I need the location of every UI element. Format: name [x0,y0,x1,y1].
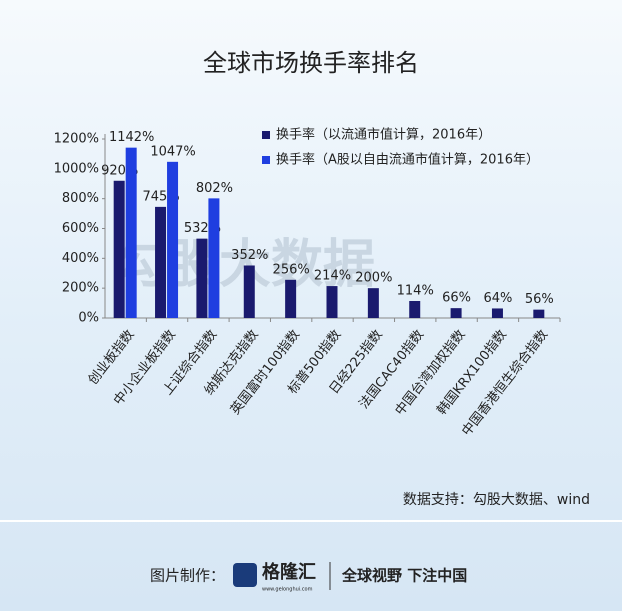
bar [491,308,503,318]
bar [113,180,125,318]
footer-slogan: 全球视野 下注中国 [341,567,467,585]
bar [326,286,338,318]
legend-label: 换手率（以流通市值计算，2016年） [276,127,491,143]
value-label: 56% [525,292,554,307]
bar [125,147,137,318]
value-label: 352% [231,248,268,263]
value-label: 256% [273,262,310,277]
bar [196,238,208,318]
value-label: 200% [355,271,392,286]
bar [409,300,421,318]
footer-made-by: 图片制作： [150,567,225,585]
bar [208,198,220,318]
value-label: 1047% [150,144,195,159]
footer-brand: 格隆汇 [262,561,316,583]
y-tick-label: 800% [62,191,99,206]
y-tick-label: 1000% [54,161,99,176]
value-label: 1142% [109,130,154,145]
legend-swatch [262,156,270,164]
value-label: 802% [196,181,233,196]
bar [367,288,379,318]
y-tick-label: 600% [62,221,99,236]
footer-url: www.gelonghui.com [262,587,313,593]
value-label: 114% [397,283,434,298]
bar [533,309,545,318]
bar [243,265,255,318]
value-label: 64% [484,291,513,306]
y-tick-label: 400% [62,251,99,266]
bar [167,161,179,318]
bar [155,206,167,318]
legend-label: 换手率（A股以自由流通市值计算，2016年） [276,152,539,168]
bar [450,308,462,318]
source: 数据支持：勾股大数据、wind [403,492,590,508]
logo-icon [233,563,257,587]
chart-title: 全球市场换手率排名 [203,49,419,77]
value-label: 66% [442,291,471,306]
y-tick-label: 0% [78,311,99,326]
legend-swatch [262,131,270,139]
bar [285,279,297,318]
y-tick-label: 200% [62,281,99,296]
value-label: 214% [314,269,351,284]
y-tick-label: 1200% [54,132,99,147]
